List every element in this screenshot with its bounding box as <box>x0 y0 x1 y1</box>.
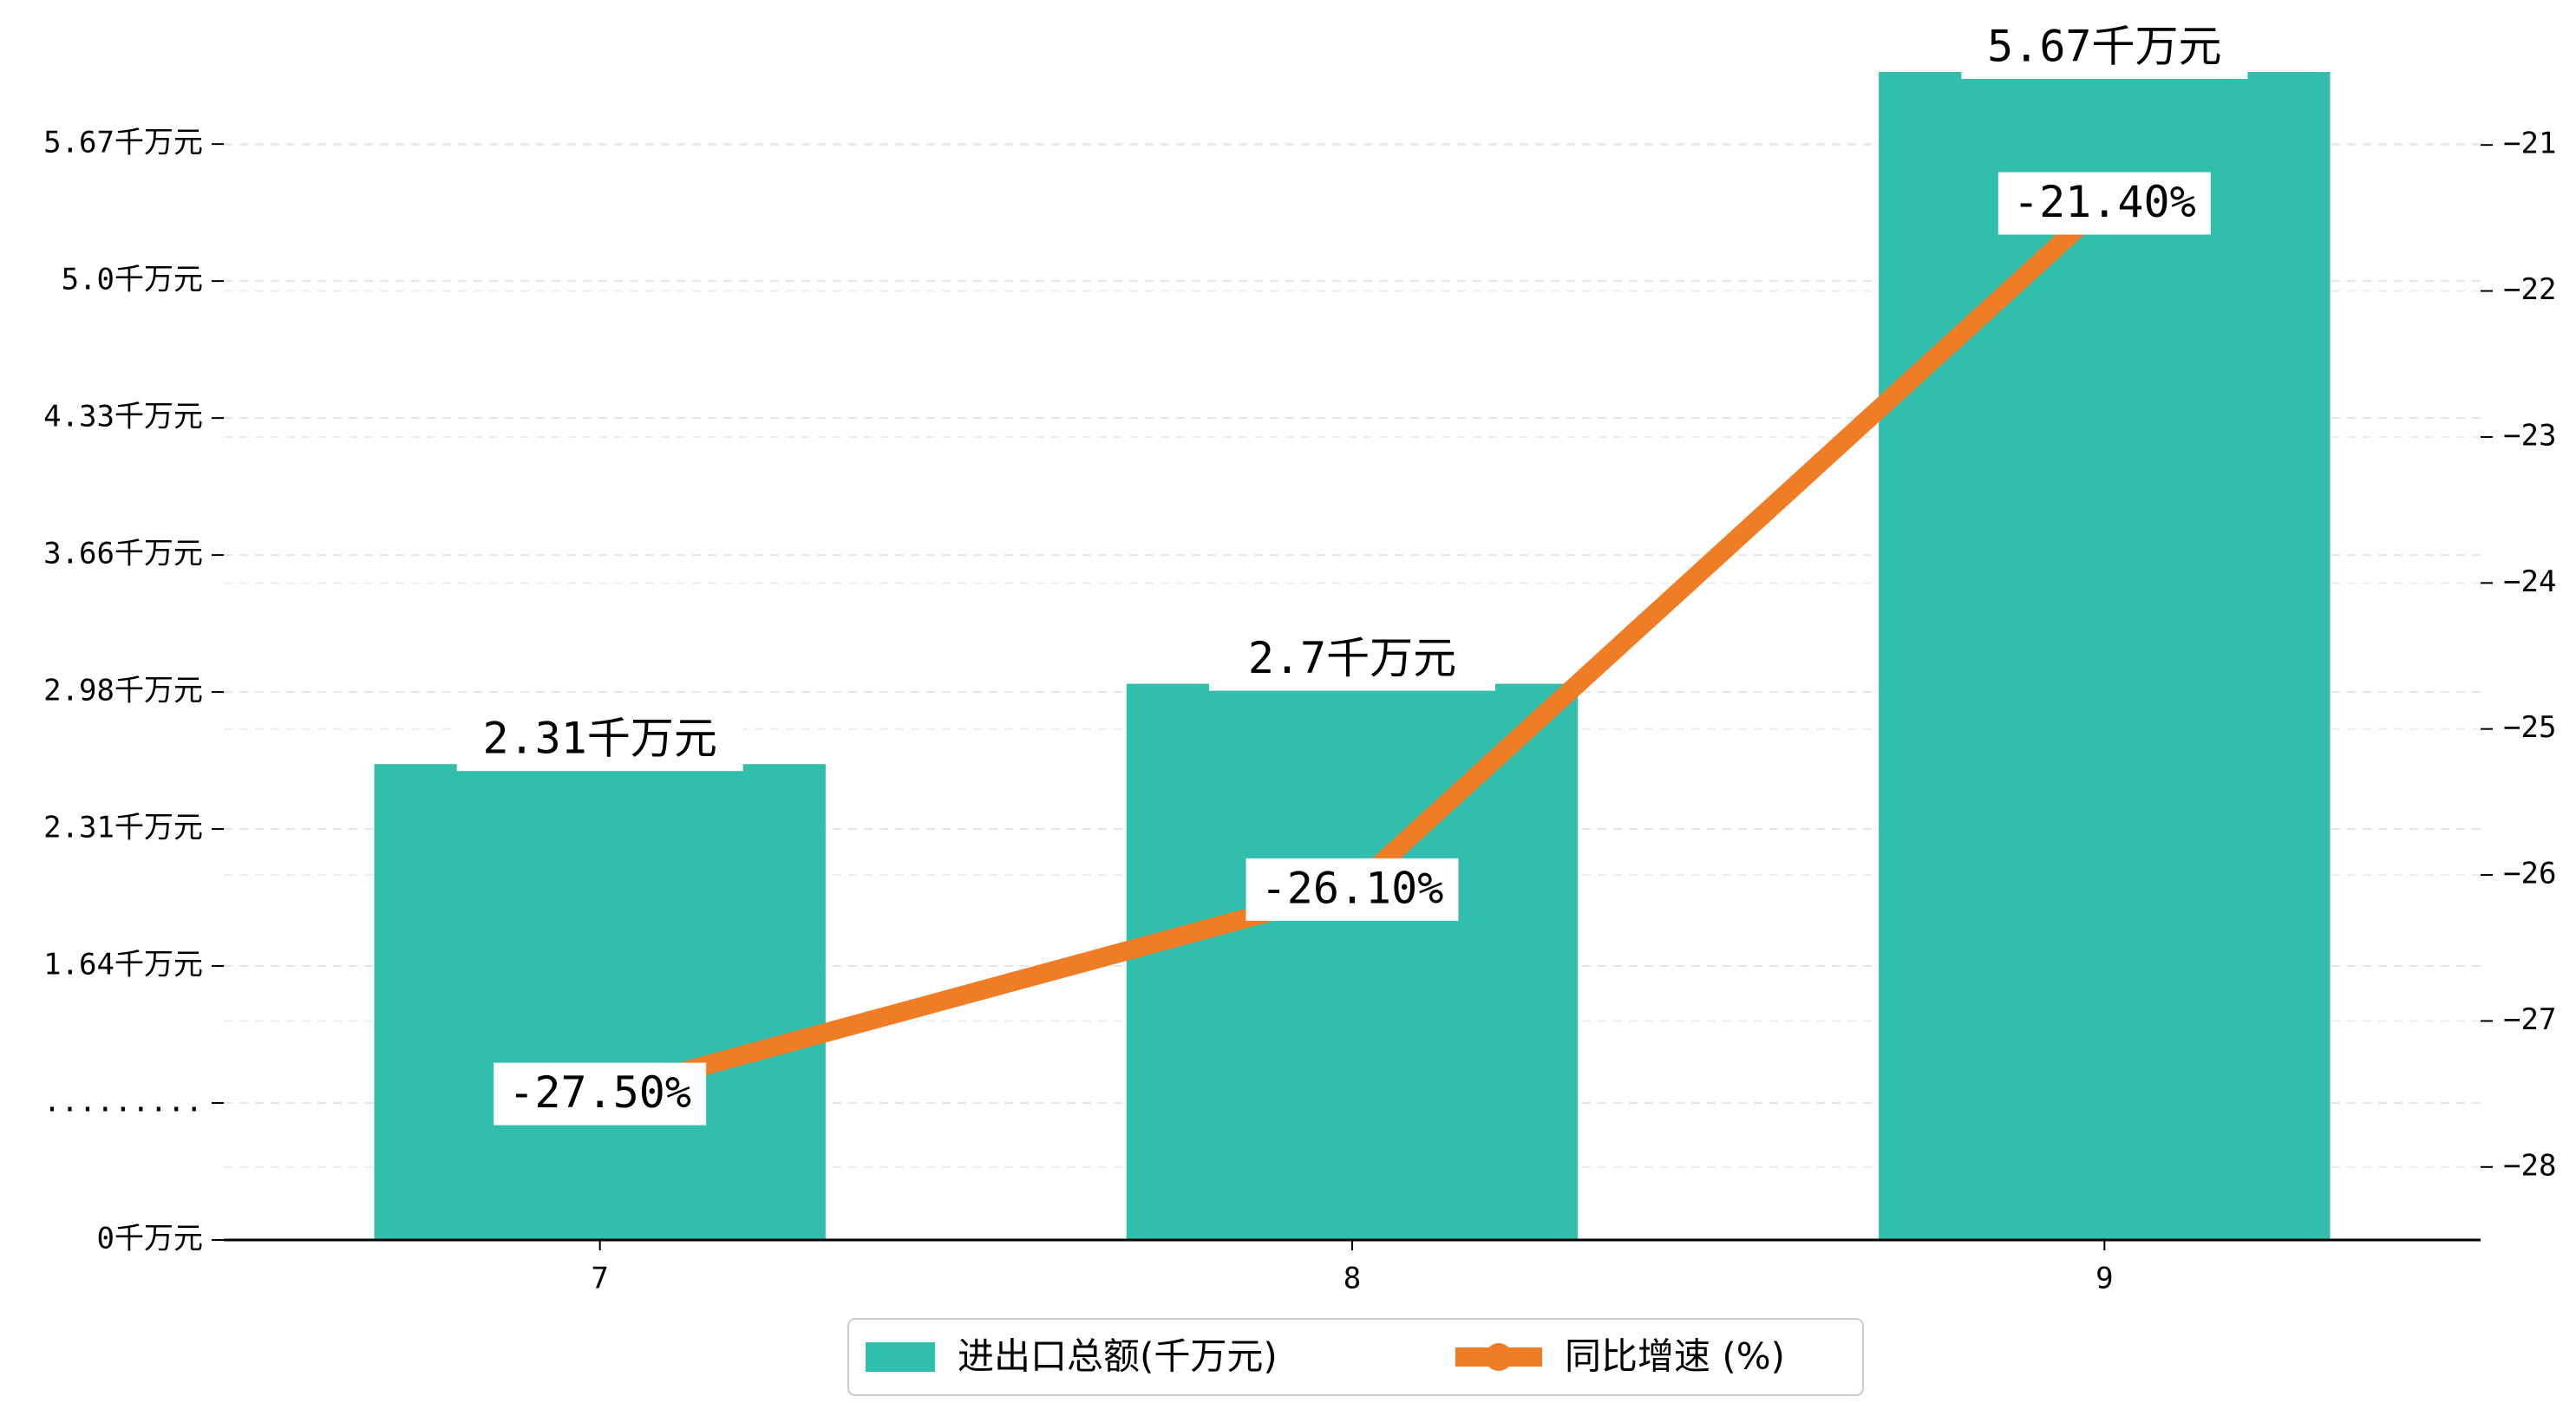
growth-value-label-text: -27.50% <box>508 1067 691 1118</box>
growth-value-label-text: -21.40% <box>2013 177 2196 227</box>
right-axis-tick-label: −26 <box>2503 857 2556 891</box>
bar-value-label-box <box>1961 16 2248 79</box>
left-axis-tick-label: 3.66千万元 <box>43 537 203 571</box>
right-axis-tick-label: −27 <box>2503 1002 2556 1037</box>
growth-value-label: -21.40% <box>1997 172 2211 235</box>
right-axis-tick-label: −25 <box>2503 710 2556 745</box>
x-axis-tick-label: 8 <box>1344 1262 1361 1296</box>
right-axis-tick-label: −21 <box>2503 127 2556 161</box>
legend: 进出口总额(千万元) 同比增速 (%) <box>847 1318 1864 1396</box>
left-axis-tick-label: ......... <box>43 1085 203 1119</box>
growth-value-label-box <box>494 1062 707 1126</box>
growth-value-label-box <box>1246 858 1459 921</box>
bar-8 <box>1126 683 1579 1240</box>
left-axis-tick-label: 1.64千万元 <box>43 948 203 982</box>
left-axis-tick-label: 5.67千万元 <box>43 126 203 160</box>
growth-value-label-text: -26.10% <box>1261 863 1444 913</box>
growth-value-label: -27.50% <box>494 1062 707 1126</box>
legend-line-marker <box>1485 1343 1513 1371</box>
bar-value-label-box <box>1209 628 1495 691</box>
left-axis-tick-label: 4.33千万元 <box>43 400 203 434</box>
bar-value-label-text: 2.7千万元 <box>1248 633 1456 683</box>
right-axis-tick-label: −24 <box>2503 564 2556 599</box>
left-axis-tick-label: 2.98千万元 <box>43 674 203 708</box>
legend-box <box>847 1318 1864 1396</box>
right-axis-tick-label: −23 <box>2503 418 2556 453</box>
x-axis-tick-label: 9 <box>2095 1262 2113 1296</box>
left-axis-tick-label: 0千万元 <box>97 1222 203 1256</box>
legend-line-label: 同比增速 (%) <box>1565 1335 1785 1378</box>
growth-value-label-box <box>1997 172 2211 235</box>
left-axis-tick-label: 2.31千万元 <box>43 811 203 845</box>
axes: 0千万元......... 1.64千万元 2.31千万元 2.98千万元 3.66千万… <box>43 126 2557 1296</box>
x-axis-tick-label: 7 <box>591 1262 608 1296</box>
legend-bar-swatch <box>866 1342 935 1372</box>
bar-7 <box>374 764 826 1240</box>
bar-value-label: 2.31千万元 <box>456 708 743 772</box>
bar-value-label-text: 5.67千万元 <box>1987 22 2221 72</box>
growth-value-label: -26.10% <box>1246 858 1459 921</box>
bar-value-label: 2.7千万元 <box>1209 628 1495 691</box>
bar-value-label-text: 2.31千万元 <box>482 714 716 764</box>
data-labels: 2.31千万元 2.7千万元 5.67千万元 -27.50% -26.10% -21.40… <box>456 16 2248 1126</box>
legend-bar-label: 进出口总额(千万元) <box>958 1335 1278 1378</box>
bar-value-label: 5.67千万元 <box>1961 16 2248 79</box>
right-axis-tick-label: −22 <box>2503 272 2556 307</box>
right-axis-tick-label: −28 <box>2503 1148 2556 1183</box>
bar-value-label-box <box>456 708 743 772</box>
left-axis-tick-label: 5.0千万元 <box>62 263 203 297</box>
bars <box>374 72 2331 1240</box>
bar-9 <box>1879 72 2331 1240</box>
